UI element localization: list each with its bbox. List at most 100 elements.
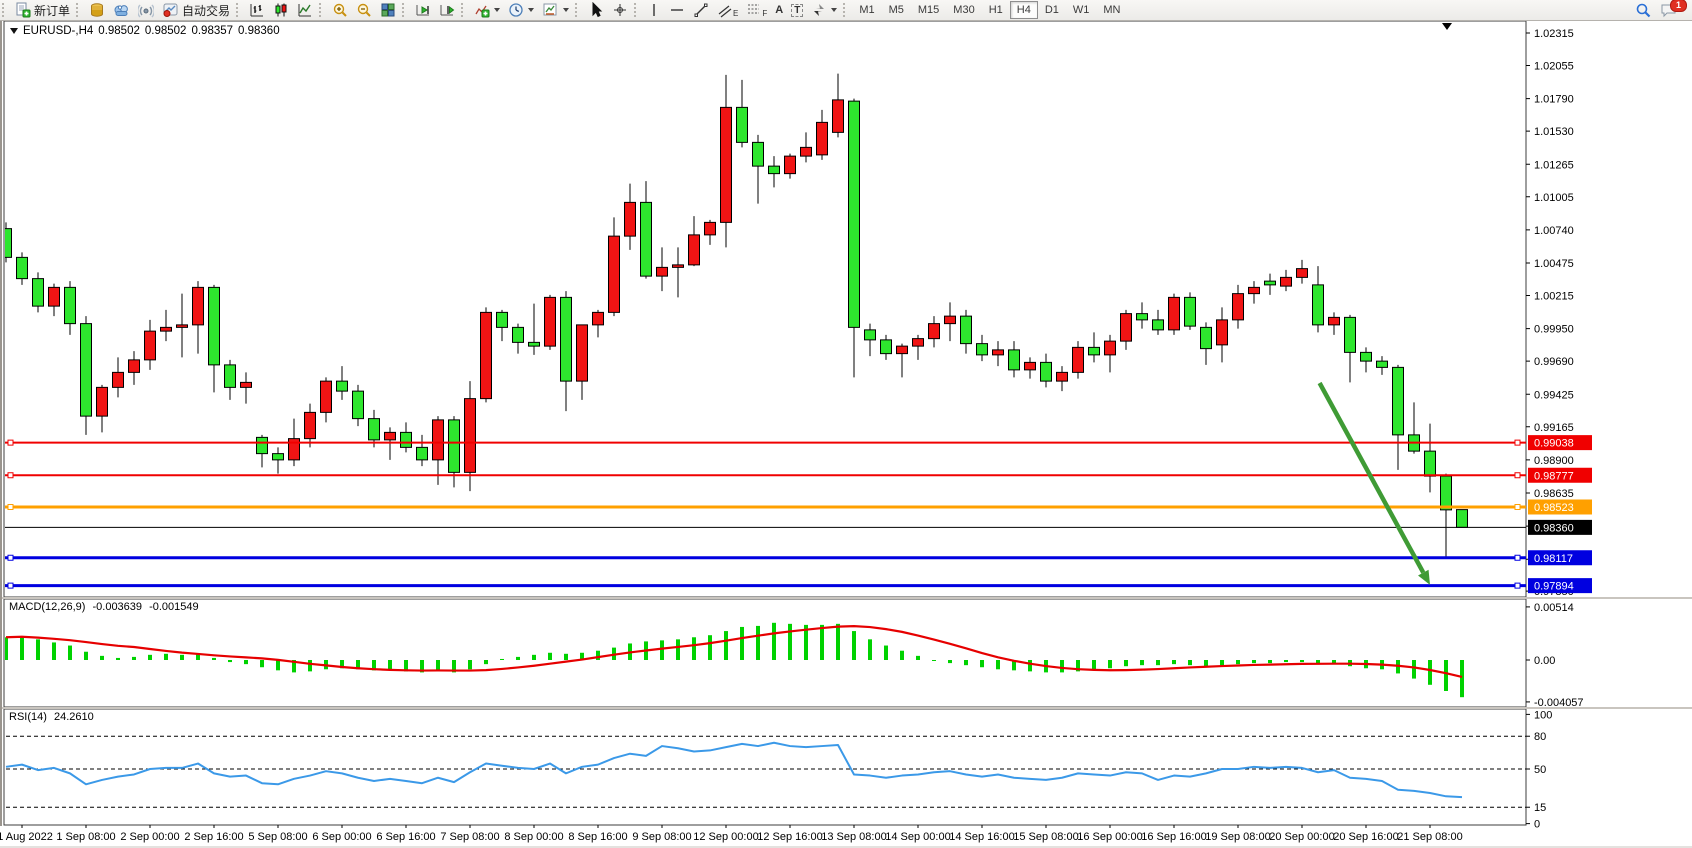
indicators-button[interactable] — [470, 0, 504, 20]
toolbar-grip[interactable] — [634, 3, 641, 17]
rsi-scale-label: 100 — [1534, 709, 1552, 721]
add-indicator-icon — [475, 5, 490, 18]
horizontal-line-tool-button[interactable] — [665, 0, 689, 20]
arrows-tool-button[interactable] — [807, 0, 841, 20]
price-line-label: 0.98117 — [1534, 553, 1573, 565]
line-handle[interactable] — [7, 472, 14, 479]
line-handle[interactable] — [7, 554, 14, 561]
rsi-line — [5, 741, 1463, 799]
line-handle[interactable] — [1514, 439, 1521, 446]
date-tick-label: 6 Sep 00:00 — [312, 831, 371, 843]
signals-button[interactable] — [134, 0, 158, 20]
channel-letter: E — [733, 9, 739, 18]
date-tick-label: 16 Sep 16:00 — [1141, 831, 1206, 843]
line-handle[interactable] — [7, 582, 14, 589]
cloud-person-icon — [114, 5, 128, 16]
tab-timeframe-h1[interactable]: H1 — [988, 4, 1003, 16]
tab-timeframe-m1[interactable]: M1 — [859, 4, 875, 16]
tab-timeframe-m5[interactable]: M5 — [888, 4, 904, 16]
trend-arrow-object[interactable] — [1317, 381, 1430, 585]
trendline-icon — [694, 3, 708, 17]
text-tool-button[interactable]: A — [771, 0, 787, 20]
price-line-label: 0.98777 — [1534, 470, 1574, 482]
main-toolbar: 新订单 自动交易 — [0, 0, 1692, 21]
toolbar-grip[interactable] — [319, 3, 326, 17]
search-button[interactable] — [1631, 0, 1656, 20]
tab-timeframe-m30[interactable]: M30 — [953, 4, 975, 16]
rsi-scale-label: 0 — [1534, 819, 1540, 831]
autotrading-icon — [163, 3, 178, 17]
date-tick-label: 12 Sep 16:00 — [757, 831, 822, 843]
periods-button[interactable] — [504, 0, 538, 20]
candlestick-series[interactable] — [1, 73, 1468, 558]
fibonacci-tool-button[interactable]: F — [742, 0, 771, 20]
line-chart-mode-button[interactable] — [293, 0, 317, 20]
chart-shift-button[interactable] — [435, 0, 459, 20]
line-handle[interactable] — [1514, 554, 1521, 561]
toolbar-grip[interactable] — [575, 3, 582, 17]
line-handle[interactable] — [7, 504, 14, 510]
tab-timeframe-m15[interactable]: M15 — [917, 4, 940, 16]
chat-button[interactable]: 1 — [1656, 0, 1687, 21]
toolbar-grip[interactable] — [402, 3, 409, 17]
date-tick-label: 16 Sep 00:00 — [1077, 831, 1142, 843]
equidistant-channel-tool-button[interactable]: E — [713, 0, 742, 20]
line-handle[interactable] — [1514, 472, 1521, 479]
tab-timeframe-w1[interactable]: W1 — [1072, 4, 1090, 16]
toolbar-grip[interactable] — [461, 3, 468, 17]
price-tick-label: 1.00475 — [1534, 258, 1574, 270]
date-tick-label: 14 Sep 00:00 — [885, 831, 950, 843]
rsi-name: RSI(14) — [9, 711, 47, 723]
trendline-tool-button[interactable] — [689, 0, 713, 20]
date-tick-label: 20 Sep 16:00 — [1333, 831, 1398, 843]
templates-button[interactable] — [538, 0, 573, 20]
tile-windows-button[interactable] — [376, 0, 400, 20]
periods-dropdown-caret — [528, 8, 535, 12]
bar-chart-mode-button[interactable] — [245, 0, 269, 20]
zoom-in-button[interactable] — [328, 0, 352, 20]
tab-timeframe-h4[interactable]: H4 — [1009, 1, 1038, 19]
gold-list-icon — [91, 3, 104, 17]
macd-pane-label: MACD(12,26,9) -0.003639 -0.001549 — [9, 601, 203, 613]
vertical-line-tool-button[interactable] — [643, 0, 665, 20]
toolbar-grip[interactable] — [843, 3, 850, 17]
auto-scroll-button[interactable] — [411, 0, 435, 20]
tab-timeframe-mn[interactable]: MN — [1103, 4, 1121, 16]
rsi-scale-label: 80 — [1534, 731, 1546, 743]
crosshair-tool-button[interactable] — [608, 0, 632, 20]
main-price-pane[interactable] — [3, 20, 1527, 598]
cursor-tool-button[interactable] — [584, 0, 608, 20]
zoom-out-button[interactable] — [352, 0, 376, 20]
line-handle[interactable] — [1514, 504, 1521, 510]
price-line-label-box — [1528, 467, 1592, 483]
macd-name: MACD(12,26,9) — [9, 601, 86, 613]
candlestick-mode-button[interactable] — [269, 0, 293, 20]
macd-signal-value: -0.001549 — [149, 601, 199, 613]
publisher-button[interactable] — [109, 0, 134, 20]
macd-pane[interactable] — [3, 598, 1527, 708]
candlestick-icon — [275, 3, 287, 17]
price-line-label-box — [1528, 519, 1592, 535]
indicators-dropdown-caret — [494, 8, 501, 12]
text-label-tool-icon: T — [791, 3, 804, 17]
tab-timeframe-d1[interactable]: D1 — [1044, 4, 1059, 16]
autotrading-label: 自动交易 — [182, 3, 231, 18]
line-handle[interactable] — [7, 439, 14, 446]
search-icon — [1636, 3, 1651, 17]
toolbar-grip[interactable] — [2, 3, 9, 17]
toolbar-grip[interactable] — [236, 3, 243, 17]
vertical-line-icon — [653, 4, 655, 16]
market-watch-button[interactable] — [85, 0, 109, 20]
autotrading-button[interactable]: 自动交易 — [158, 0, 234, 20]
price-tick-label: 1.01790 — [1534, 94, 1574, 106]
new-order-label: 新订单 — [34, 3, 71, 18]
new-order-button[interactable]: 新订单 — [11, 0, 74, 20]
line-handle[interactable] — [1514, 582, 1521, 589]
symbol-dropdown-icon[interactable] — [10, 28, 18, 34]
toolbar-grip[interactable] — [76, 3, 83, 17]
text-label-tool-button[interactable]: T — [787, 0, 807, 20]
price-axis[interactable]: 1.02315 1.02055 1.01790 1.01530 1.01265 1.010… — [1526, 28, 1584, 831]
